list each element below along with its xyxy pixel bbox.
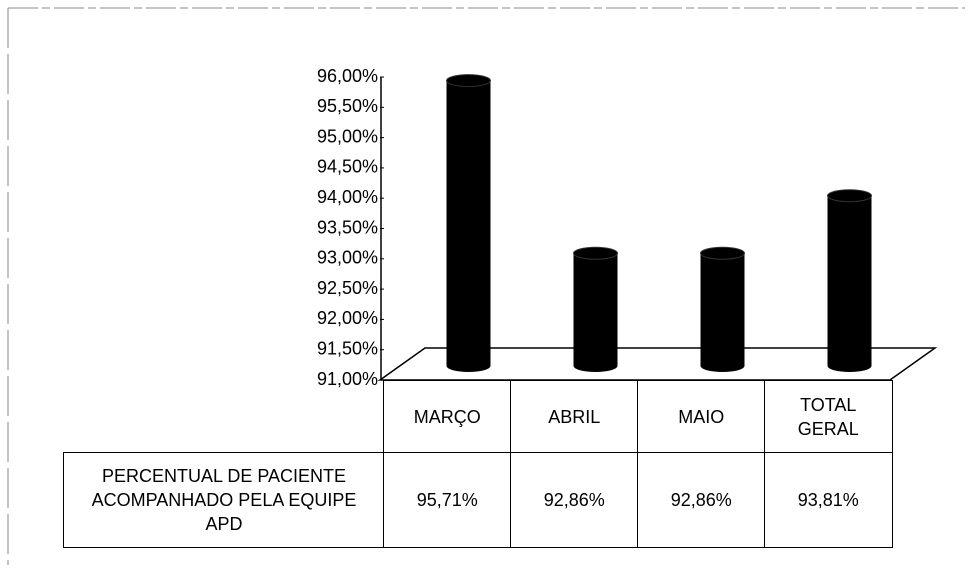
y-tick-label: 94,00% <box>317 187 378 207</box>
bar-top <box>700 246 745 260</box>
y-tick-label: 93,00% <box>317 248 378 268</box>
bar-top <box>573 246 618 260</box>
y-tick-label: 96,00% <box>317 66 378 86</box>
y-tick-label: 95,00% <box>317 126 378 146</box>
bar <box>446 80 491 366</box>
bar-bottom <box>827 360 872 372</box>
value-label: 93,81% <box>764 452 893 548</box>
x-category: ABRIL <box>510 380 639 454</box>
bar-top <box>827 189 872 203</box>
bar-bottom <box>573 360 618 372</box>
value-label: 95,71% <box>383 452 512 548</box>
bar <box>573 253 618 366</box>
y-tick-label: 91,00% <box>317 369 378 389</box>
y-tick-label: 92,00% <box>317 308 378 328</box>
value-label: 92,86% <box>510 452 639 548</box>
x-category: TOTAL GERAL <box>764 380 893 454</box>
y-tick-label: 91,50% <box>317 338 378 358</box>
x-category: MARÇO <box>383 380 512 454</box>
series-label: PERCENTUAL DE PACIENTE ACOMPANHADO PELA … <box>63 452 385 548</box>
bar-top <box>446 74 491 88</box>
bar <box>827 195 872 366</box>
bar-bottom <box>700 360 745 372</box>
x-category: MAIO <box>637 380 766 454</box>
value-label: 92,86% <box>637 452 766 548</box>
bar <box>700 253 745 366</box>
y-tick-label: 94,50% <box>317 157 378 177</box>
bar-bottom <box>446 360 491 372</box>
y-tick-label: 92,50% <box>317 278 378 298</box>
y-tick-label: 93,50% <box>317 217 378 237</box>
y-tick-label: 95,50% <box>317 96 378 116</box>
